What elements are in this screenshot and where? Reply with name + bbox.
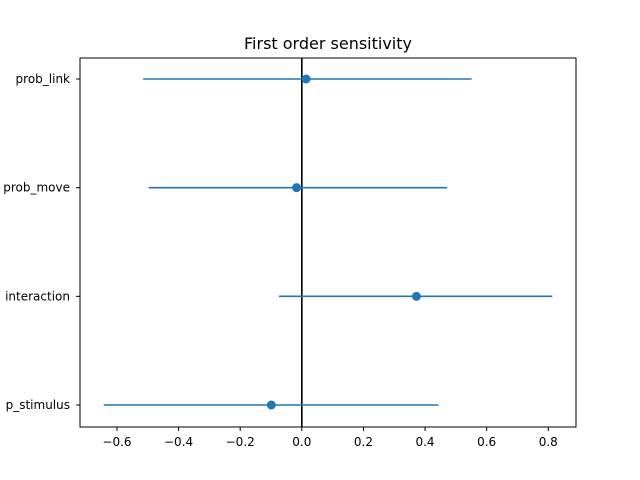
- y-axis-ticks: prob_link prob_move interaction p_stimulus: [3, 72, 80, 412]
- chart-marks: [103, 58, 553, 427]
- y-tick-label: prob_link: [16, 72, 71, 86]
- y-tick-label: interaction: [5, 289, 70, 303]
- data-point-interaction: [411, 291, 421, 301]
- data-point-p_stimulus: [266, 400, 276, 410]
- x-tick-label: 0.6: [477, 435, 496, 449]
- y-tick-label: prob_move: [3, 181, 70, 195]
- data-point-prob_move: [292, 183, 302, 193]
- chart-title: First order sensitivity: [244, 34, 412, 53]
- x-tick-label: −0.4: [164, 435, 193, 449]
- x-tick-label: 0.8: [539, 435, 558, 449]
- plot-area: [80, 58, 576, 427]
- plot-frame: [79, 57, 577, 428]
- x-tick-label: 0.0: [292, 435, 311, 449]
- data-point-prob_link: [301, 74, 311, 84]
- x-axis-ticks: −0.6 −0.4 −0.2 0.0 0.2 0.4 0.6 0.8: [102, 427, 558, 449]
- x-tick-label: −0.2: [226, 435, 255, 449]
- x-tick-label: −0.6: [102, 435, 131, 449]
- y-tick-label: p_stimulus: [6, 398, 70, 412]
- x-tick-label: 0.4: [415, 435, 434, 449]
- x-tick-label: 0.2: [354, 435, 373, 449]
